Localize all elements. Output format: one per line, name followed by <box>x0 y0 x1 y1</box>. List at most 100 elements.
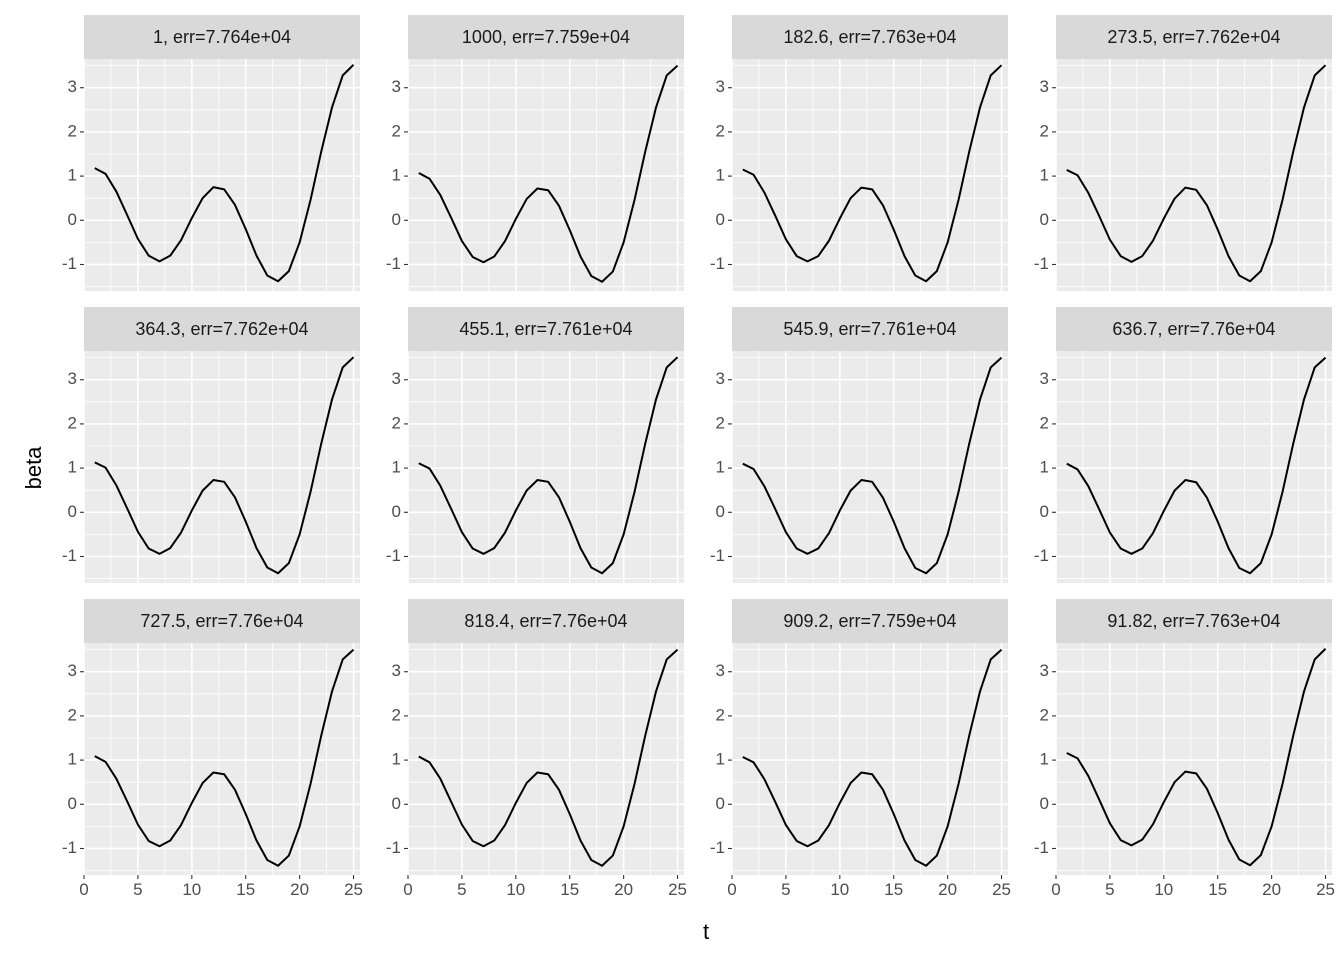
facet-panel: 273.5, err=7.762e+04 -1 0 1 2 3 <box>1034 15 1332 291</box>
y-tick-label: 1 <box>716 458 725 477</box>
x-tick-label: 15 <box>236 880 255 899</box>
y-tick-label: 2 <box>68 121 77 140</box>
y-tick-label: 2 <box>68 413 77 432</box>
facet-strip <box>84 599 360 643</box>
y-tick-label: -1 <box>62 546 77 565</box>
panel-background <box>1056 351 1332 583</box>
x-tick-label: 0 <box>79 880 88 899</box>
y-tick-label: 2 <box>392 413 401 432</box>
y-tick-label: 3 <box>716 369 725 388</box>
y-tick-label: 1 <box>68 750 77 769</box>
facet-strip <box>408 599 684 643</box>
y-tick-label: 1 <box>68 458 77 477</box>
x-tick-label: 20 <box>614 880 633 899</box>
y-tick-label: -1 <box>386 838 401 857</box>
x-tick-label: 5 <box>781 880 790 899</box>
y-tick-label: 3 <box>1040 77 1049 96</box>
y-tick-label: 1 <box>68 166 77 185</box>
series-line <box>742 64 1003 283</box>
y-tick-label: 0 <box>1040 210 1049 229</box>
x-tick-label: 10 <box>506 880 525 899</box>
facet-panel: 727.5, err=7.76e+04 -1 0 1 2 3 0 5 10 15 20 25 <box>62 599 363 899</box>
facet-strip <box>732 307 1008 351</box>
panel-background <box>732 59 1008 291</box>
y-tick-label: 2 <box>716 705 725 724</box>
x-tick-label: 25 <box>992 880 1011 899</box>
y-tick-label: 0 <box>716 794 725 813</box>
facet-strip-label: 455.1, err=7.761e+04 <box>459 319 632 339</box>
y-tick-label: -1 <box>62 838 77 857</box>
series-line <box>418 648 679 867</box>
y-tick-label: -1 <box>386 546 401 565</box>
y-tick-label: 0 <box>1040 502 1049 521</box>
panel-background <box>732 643 1008 875</box>
x-tick-label: 25 <box>344 880 363 899</box>
y-tick-label: 0 <box>716 210 725 229</box>
x-tick-label: 25 <box>1316 880 1335 899</box>
facet-strip-label: 273.5, err=7.762e+04 <box>1107 27 1280 47</box>
x-tick-label: 15 <box>1208 880 1227 899</box>
x-tick-label: 5 <box>133 880 142 899</box>
x-tick-label: 25 <box>668 880 687 899</box>
y-tick-label: 2 <box>1040 413 1049 432</box>
y-axis-title: beta <box>21 446 46 490</box>
y-tick-label: -1 <box>1034 838 1049 857</box>
x-tick-label: 10 <box>830 880 849 899</box>
y-tick-label: 0 <box>392 794 401 813</box>
x-tick-label: 5 <box>457 880 466 899</box>
y-tick-label: 0 <box>1040 794 1049 813</box>
facet-strip <box>84 307 360 351</box>
y-tick-label: 0 <box>392 210 401 229</box>
x-tick-label: 15 <box>884 880 903 899</box>
facet-strip-label: 909.2, err=7.759e+04 <box>783 611 956 631</box>
x-tick-label: 0 <box>403 880 412 899</box>
y-tick-label: 3 <box>716 77 725 96</box>
facet-panel: 636.7, err=7.76e+04 -1 0 1 2 3 <box>1034 307 1332 583</box>
x-tick-label: 10 <box>182 880 201 899</box>
y-tick-label: 0 <box>716 502 725 521</box>
y-tick-label: 1 <box>716 166 725 185</box>
y-tick-label: 3 <box>68 661 77 680</box>
facet-strip <box>408 307 684 351</box>
facet-strip-label: 545.9, err=7.761e+04 <box>783 319 956 339</box>
y-tick-label: 0 <box>68 210 77 229</box>
facet-strip-label: 727.5, err=7.76e+04 <box>140 611 303 631</box>
y-tick-label: 1 <box>1040 166 1049 185</box>
facet-strip-label: 91.82, err=7.763e+04 <box>1107 611 1280 631</box>
x-axis-title: t <box>703 919 709 944</box>
panel-background <box>732 351 1008 583</box>
y-tick-label: -1 <box>62 254 77 273</box>
y-tick-label: 2 <box>1040 121 1049 140</box>
x-tick-label: 10 <box>1154 880 1173 899</box>
facet-strip <box>732 15 1008 59</box>
facet-strip-label: 182.6, err=7.763e+04 <box>783 27 956 47</box>
panel-background <box>84 643 360 875</box>
y-tick-label: 3 <box>68 77 77 96</box>
x-tick-label: 5 <box>1105 880 1114 899</box>
y-tick-label: 0 <box>68 502 77 521</box>
facet-strip <box>1056 307 1332 351</box>
facet-panel: 1000, err=7.759e+04 -1 0 1 2 3 <box>386 15 684 291</box>
x-tick-label: 0 <box>1051 880 1060 899</box>
y-tick-label: 1 <box>716 750 725 769</box>
series-line <box>1066 64 1327 283</box>
y-tick-label: 1 <box>392 458 401 477</box>
facet-panel: 545.9, err=7.761e+04 -1 0 1 2 3 <box>710 307 1008 583</box>
y-tick-label: 3 <box>392 661 401 680</box>
y-tick-label: 3 <box>392 77 401 96</box>
series-line <box>1066 356 1327 575</box>
y-tick-label: 1 <box>1040 750 1049 769</box>
y-tick-label: 3 <box>1040 661 1049 680</box>
panel-background <box>408 643 684 875</box>
facet-strip-label: 636.7, err=7.76e+04 <box>1112 319 1275 339</box>
series-line <box>94 356 355 575</box>
facet-panel: 182.6, err=7.763e+04 -1 0 1 2 3 <box>710 15 1008 291</box>
y-tick-label: 1 <box>392 166 401 185</box>
y-tick-label: 2 <box>68 705 77 724</box>
x-tick-label: 15 <box>560 880 579 899</box>
y-tick-label: 3 <box>68 369 77 388</box>
panel-background <box>84 59 360 291</box>
panel-background <box>408 351 684 583</box>
